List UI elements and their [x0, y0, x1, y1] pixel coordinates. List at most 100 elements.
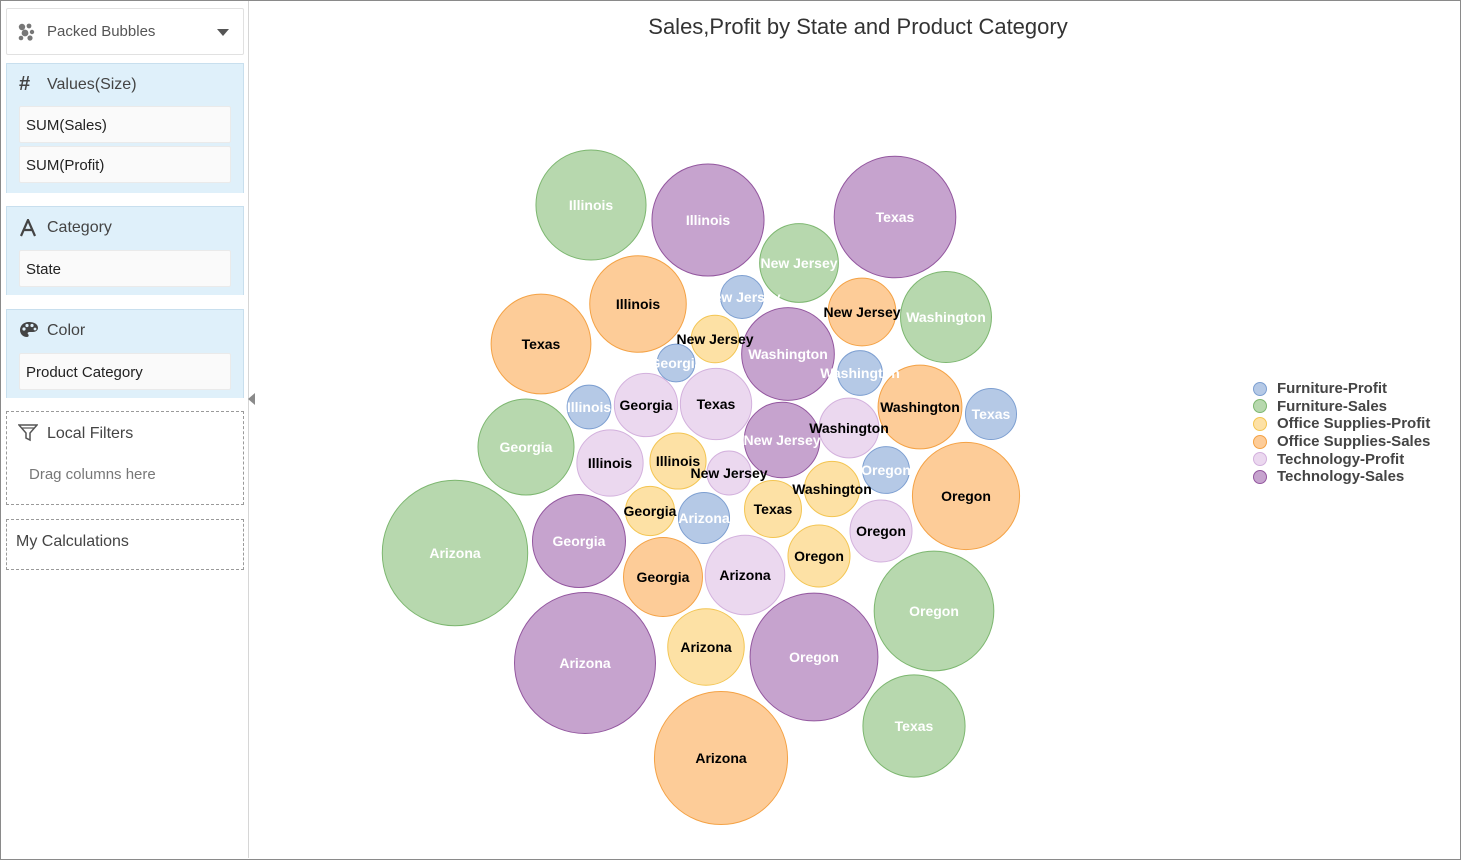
bubble-label: Washington	[748, 346, 828, 362]
packed-bubbles-icon	[18, 23, 35, 41]
bubble-office-supplies-sales-new-jersey[interactable]	[827, 277, 897, 347]
bubble-office-supplies-sales-arizona[interactable]	[653, 690, 789, 826]
bubble-technology-sales-oregon[interactable]	[749, 592, 879, 722]
bubble-furniture-profit-new-jersey[interactable]	[720, 275, 764, 319]
bubble-technology-profit-texas[interactable]	[679, 367, 753, 441]
bubble-office-supplies-sales-georgia[interactable]	[623, 537, 703, 617]
legend-swatch	[1253, 381, 1267, 396]
bubble-furniture-profit-arizona[interactable]	[677, 491, 731, 545]
bubble-label: Arizona	[678, 510, 730, 526]
bubble-office-supplies-profit-georgia[interactable]	[624, 485, 676, 537]
bubble-furniture-profit-illinois[interactable]	[566, 384, 612, 430]
legend-item-technology-sales[interactable]: Technology-Sales	[1253, 468, 1430, 486]
category-item-state[interactable]: State	[19, 250, 231, 287]
bubble-office-supplies-sales-illinois[interactable]	[589, 255, 687, 353]
bubble-label: Georgia	[624, 503, 677, 519]
bubble-office-supplies-profit-illinois[interactable]	[649, 432, 707, 490]
collapse-sidebar-icon[interactable]	[248, 393, 255, 405]
bubble-office-supplies-sales-texas[interactable]	[490, 293, 592, 395]
bubble-label: Georgia	[620, 397, 673, 413]
bubble-label: Georgia	[650, 355, 703, 371]
bubble-label: Washington	[880, 399, 960, 415]
legend-swatch	[1253, 399, 1267, 414]
bubble-label: Texas	[754, 501, 793, 517]
bubble-technology-profit-arizona[interactable]	[704, 534, 786, 616]
bubble-office-supplies-sales-washington[interactable]	[877, 364, 963, 450]
bubble-furniture-profit-georgia[interactable]	[656, 343, 696, 383]
bubble-label: Texas	[972, 406, 1011, 422]
bubble-furniture-profit-texas[interactable]	[964, 387, 1018, 441]
legend-item-furniture-profit[interactable]: Furniture-Profit	[1253, 380, 1430, 398]
bubble-furniture-sales-new-jersey[interactable]	[759, 223, 839, 303]
values-panel: # Values(Size) SUM(Sales) SUM(Profit)	[6, 63, 244, 193]
text-a-icon	[19, 219, 37, 237]
bubble-technology-profit-washington[interactable]	[818, 397, 880, 459]
bubble-furniture-sales-texas[interactable]	[862, 674, 966, 778]
bubble-office-supplies-profit-washington[interactable]	[803, 460, 861, 518]
local-filters-dropzone[interactable]: Local Filters Drag columns here	[6, 411, 244, 505]
bubble-label: Washington	[906, 309, 986, 325]
legend-label: Furniture-Sales	[1277, 397, 1388, 415]
chart-type-selector[interactable]: Packed Bubbles	[6, 8, 244, 55]
bubble-technology-profit-georgia[interactable]	[613, 372, 679, 438]
bubble-label: Oregon	[794, 548, 844, 564]
bubble-office-supplies-profit-new-jersey[interactable]	[690, 314, 740, 364]
my-calculations-title: My Calculations	[16, 533, 129, 550]
bubble-office-supplies-profit-oregon[interactable]	[787, 524, 851, 588]
bubble-furniture-sales-oregon[interactable]	[873, 550, 995, 672]
bubble-furniture-sales-illinois[interactable]	[535, 149, 647, 261]
bubble-office-supplies-profit-texas[interactable]	[744, 480, 802, 538]
bubble-label: Washington	[820, 365, 900, 381]
legend-item-office-supplies-sales[interactable]: Office Supplies-Sales	[1253, 433, 1430, 451]
bubble-technology-sales-new-jersey[interactable]	[743, 401, 821, 479]
legend-label: Technology-Profit	[1277, 450, 1405, 468]
bubble-technology-profit-new-jersey[interactable]	[706, 450, 752, 496]
bubble-furniture-sales-washington[interactable]	[900, 271, 992, 363]
bubble-label: Arizona	[719, 567, 771, 583]
bubble-label: New Jersey	[690, 465, 767, 481]
legend-item-technology-profit[interactable]: Technology-Profit	[1253, 450, 1430, 468]
bubble-label: New Jersey	[676, 331, 753, 347]
bubble-furniture-profit-oregon[interactable]	[862, 446, 910, 494]
bubble-technology-sales-illinois[interactable]	[651, 163, 765, 277]
color-item-product-category[interactable]: Product Category	[19, 353, 231, 390]
bubble-label: Arizona	[680, 639, 732, 655]
bubble-office-supplies-profit-arizona[interactable]	[667, 608, 745, 686]
legend-item-office-supplies-profit[interactable]: Office Supplies-Profit	[1253, 415, 1430, 433]
bubble-technology-sales-texas[interactable]	[833, 155, 957, 279]
values-item-sales[interactable]: SUM(Sales)	[19, 106, 231, 143]
chart-legend: Furniture-Profit Furniture-Sales Office Su…	[1253, 380, 1430, 486]
bubble-label: Oregon	[861, 462, 911, 478]
bubble-technology-sales-georgia[interactable]	[531, 493, 627, 589]
bubble-label: Oregon	[789, 649, 839, 665]
bubble-label: Washington	[792, 481, 872, 497]
bubble-label: Georgia	[637, 569, 690, 585]
my-calculations-section[interactable]: My Calculations	[6, 519, 244, 570]
bubble-label: Illinois	[616, 296, 661, 312]
legend-label: Technology-Sales	[1277, 468, 1405, 486]
category-panel-title: Category	[47, 219, 112, 236]
legend-swatch	[1253, 452, 1267, 467]
local-filters-placeholder: Drag columns here	[29, 466, 156, 483]
bubble-technology-profit-illinois[interactable]	[576, 429, 644, 497]
bubble-technology-sales-arizona[interactable]	[514, 592, 656, 734]
bubble-furniture-profit-washington[interactable]	[837, 350, 883, 396]
bubble-label: New Jersey	[743, 432, 820, 448]
filter-icon	[18, 424, 38, 442]
legend-item-furniture-sales[interactable]: Furniture-Sales	[1253, 398, 1430, 416]
values-item-profit[interactable]: SUM(Profit)	[19, 146, 231, 183]
bubble-furniture-sales-arizona[interactable]	[381, 479, 529, 627]
bubble-label: Washington	[809, 420, 889, 436]
sidebar: Packed Bubbles # Values(Size) SUM(Sales)…	[1, 1, 249, 858]
bubble-label: Arizona	[695, 750, 747, 766]
bubble-furniture-sales-georgia[interactable]	[477, 398, 575, 496]
hash-icon: #	[19, 73, 31, 95]
bubble-technology-profit-oregon[interactable]	[849, 499, 913, 563]
bubble-label: Texas	[895, 718, 934, 734]
bubble-office-supplies-sales-oregon[interactable]	[911, 441, 1021, 551]
bubble-technology-sales-washington[interactable]	[741, 307, 835, 401]
bubble-label: Arizona	[429, 545, 481, 561]
chevron-down-icon[interactable]	[217, 29, 229, 36]
bubble-label: Illinois	[588, 455, 633, 471]
bubble-label: Oregon	[941, 488, 991, 504]
